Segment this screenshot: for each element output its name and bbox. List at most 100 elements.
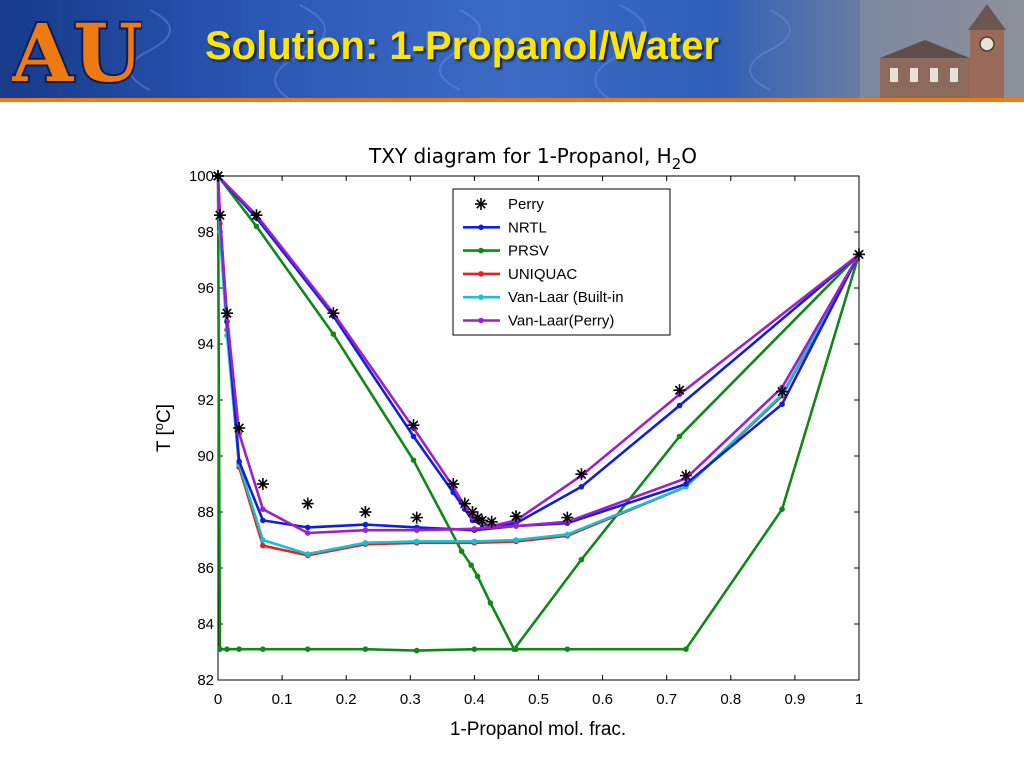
legend: Perry NRTL PRSV UNIQUAC Van-Laar (Built-in Va… [452,188,671,336]
legend-label: Perry [508,196,544,213]
legend-item-van-laar-built-in: Van-Laar (Built-in [463,289,624,306]
perry-point [407,419,420,432]
auburn-logo: AU [12,6,142,94]
nrtl-point [260,517,266,524]
legend-marker [478,317,484,324]
legend-label: PRSV [508,243,549,260]
prsv-point [676,433,683,440]
x-tick-label: 0.9 [784,691,805,708]
prsv-point [410,457,417,464]
prsv-point [779,506,785,512]
chart-title: TXY diagram for 1-Propanol, H2O [368,144,697,173]
nrtl-point [410,433,417,440]
banner-pattern [129,4,791,100]
x-tick-label: 0.4 [464,691,485,708]
legend-item-van-laar-perry: Van-Laar(Perry) [463,313,614,330]
prsv-point [458,548,465,554]
prsv-point [468,562,474,568]
van-laar-built-in-point [362,540,369,546]
van-laar-built-in-point [513,537,519,543]
prsv-point [471,646,478,652]
van-laar-perry-point [471,526,478,532]
legend-label: Van-Laar(Perry) [508,313,614,330]
legend-item-uniquac: UNIQUAC [463,266,577,283]
van-laar-built-in-point [471,538,478,545]
perry-point [679,469,692,482]
perry-point [776,385,789,398]
van-laar-perry-point [362,527,369,533]
legend-item-nrtl: NRTL [463,219,547,236]
header-banner: AU Solution: 1-Propanol/Water [0,0,1024,102]
perry-point [575,468,588,481]
perry-point [256,478,269,490]
series-perry [212,170,865,528]
prsv-line-dew [216,175,860,651]
van-laar-perry-point [513,523,519,529]
y-tick-label: 86 [197,560,214,577]
x-axis-label: 1-Propanol mol. frac. [450,719,626,740]
x-axis: 0 0.1 0.2 0.3 0.4 0.5 0.6 0.7 0.8 0.9 1 [214,176,863,708]
legend-label: UNIQUAC [508,266,577,283]
x-tick-label: 1 [855,691,863,708]
x-tick-label: 0.3 [400,691,421,708]
x-tick-label: 0 [214,691,222,708]
van-laar-perry-line-bubble [216,175,861,535]
y-axis-label-end: C] [154,404,175,423]
perry-point [301,497,314,510]
nrtl-point [362,521,369,528]
perry-point [410,511,423,524]
slide-title: Solution: 1-Propanol/Water [205,24,720,68]
legend-marker [478,271,484,277]
van-laar-perry-point [413,527,420,533]
y-tick-label: 96 [197,280,214,297]
chart-title-sub: 2 [672,155,682,173]
logo-text: AU [12,6,142,94]
x-tick-label: 0.7 [656,691,677,708]
nrtl-point [683,481,689,487]
y-axis: 82 84 86 88 90 92 94 96 98 100 [189,168,859,689]
perry-point [476,514,489,527]
x-tick-label: 0.8 [720,691,741,708]
legend-marker [478,247,484,254]
y-axis-label: T [oC] [151,404,175,452]
nrtl-point [236,458,242,465]
x-tick-label: 0.6 [592,691,613,708]
perry-point [212,170,224,182]
y-tick-label: 100 [189,168,214,185]
van-laar-built-in-point [413,538,420,545]
nrtl-point [676,402,683,409]
prsv-point [474,573,481,580]
perry-point [327,307,340,320]
perry-point [220,307,233,320]
series-prsv [215,173,862,654]
perry-point [447,478,460,490]
perry-point [458,497,471,510]
perry-point [213,209,226,222]
legend-item-prsv: PRSV [463,243,549,260]
prsv-point [236,646,242,652]
perry-point [510,510,523,523]
txy-chart: TXY diagram for 1-Propanol, H2O 0 0.1 0.2 0… [151,144,865,740]
y-tick-label: 88 [197,504,214,521]
legend-marker [475,198,487,210]
van-laar-built-in-point [260,537,266,543]
prsv-point [304,646,311,652]
legend-box [452,188,671,336]
nrtl-point [304,524,311,531]
van-laar-built-in-point [564,531,571,538]
prsv-point [330,331,337,338]
y-tick-label: 98 [197,224,214,241]
prsv-point [217,646,223,652]
y-axis-label-main: T [ [154,429,175,452]
van-laar-perry-point [260,506,266,512]
x-tick-label: 0.1 [272,691,293,708]
van-laar-perry-point [304,530,311,536]
prsv-point [224,646,230,652]
perry-point [673,384,686,397]
legend-item-perry: Perry [475,196,544,213]
prsv-point [564,646,571,652]
x-tick-label: 0.5 [528,691,549,708]
perry-point [233,422,246,434]
nrtl-point [779,401,785,408]
chart-title-main: TXY diagram for 1-Propanol, H [368,144,672,168]
